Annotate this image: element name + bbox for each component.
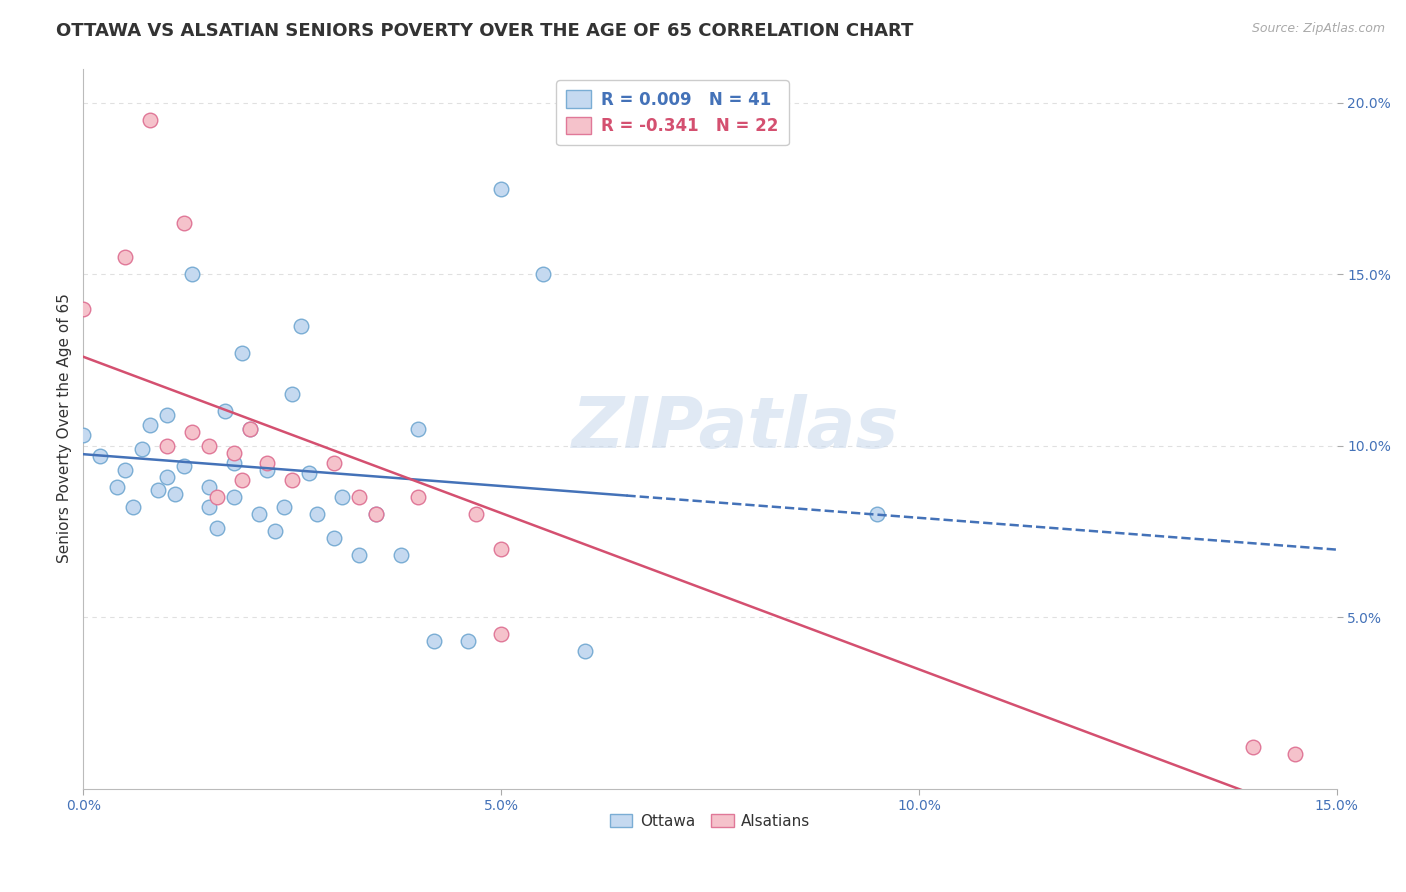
Point: [239, 421, 262, 435]
Point: [298, 466, 321, 480]
Point: [457, 634, 479, 648]
Point: [156, 439, 179, 453]
Legend: Ottawa, Alsatians: Ottawa, Alsatians: [603, 807, 817, 835]
Point: [105, 480, 128, 494]
Point: [574, 644, 596, 658]
Point: [173, 459, 195, 474]
Point: [165, 486, 187, 500]
Point: [256, 463, 278, 477]
Point: [323, 456, 346, 470]
Point: [281, 387, 304, 401]
Point: [1241, 740, 1264, 755]
Point: [264, 524, 287, 539]
Point: [323, 531, 346, 545]
Point: [197, 500, 219, 515]
Point: [364, 507, 387, 521]
Point: [256, 456, 278, 470]
Point: [148, 483, 170, 498]
Point: [89, 449, 111, 463]
Point: [231, 346, 253, 360]
Point: [205, 521, 228, 535]
Point: [273, 500, 295, 515]
Point: [531, 267, 554, 281]
Point: [205, 490, 228, 504]
Point: [114, 250, 136, 264]
Point: [423, 634, 446, 648]
Point: [330, 490, 353, 504]
Point: [173, 216, 195, 230]
Point: [181, 267, 204, 281]
Text: Source: ZipAtlas.com: Source: ZipAtlas.com: [1251, 22, 1385, 36]
Point: [290, 318, 312, 333]
Point: [139, 418, 162, 433]
Point: [281, 473, 304, 487]
Point: [347, 549, 370, 563]
Point: [406, 490, 429, 504]
Point: [122, 500, 145, 515]
Point: [156, 469, 179, 483]
Text: OTTAWA VS ALSATIAN SENIORS POVERTY OVER THE AGE OF 65 CORRELATION CHART: OTTAWA VS ALSATIAN SENIORS POVERTY OVER …: [56, 22, 914, 40]
Point: [222, 445, 245, 459]
Point: [406, 421, 429, 435]
Point: [489, 181, 512, 195]
Point: [214, 404, 236, 418]
Point: [131, 442, 153, 456]
Point: [181, 425, 204, 439]
Point: [866, 507, 889, 521]
Point: [197, 439, 219, 453]
Point: [364, 507, 387, 521]
Point: [307, 507, 329, 521]
Point: [197, 480, 219, 494]
Point: [72, 428, 94, 442]
Point: [1284, 747, 1306, 762]
Point: [465, 507, 488, 521]
Point: [231, 473, 253, 487]
Y-axis label: Seniors Poverty Over the Age of 65: Seniors Poverty Over the Age of 65: [58, 293, 72, 564]
Point: [489, 627, 512, 641]
Point: [347, 490, 370, 504]
Point: [389, 549, 412, 563]
Point: [222, 490, 245, 504]
Point: [239, 421, 262, 435]
Text: ZIPatlas: ZIPatlas: [571, 394, 898, 463]
Point: [247, 507, 270, 521]
Point: [72, 301, 94, 316]
Point: [489, 541, 512, 556]
Point: [139, 112, 162, 127]
Point: [156, 408, 179, 422]
Point: [222, 456, 245, 470]
Point: [114, 463, 136, 477]
